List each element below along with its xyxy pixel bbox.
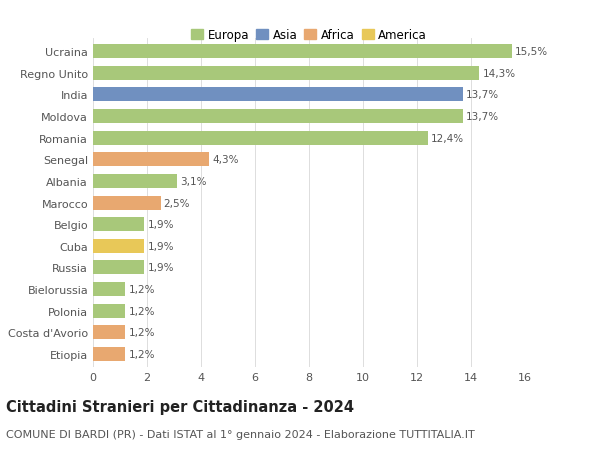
Text: 15,5%: 15,5% (515, 47, 548, 57)
Bar (93, 218, 145, 232)
Bar (93, 174, 176, 189)
Legend: Europa, Asia, Africa, America: Europa, Asia, Africa, America (187, 25, 431, 45)
Bar (93, 282, 125, 297)
Text: 1,9%: 1,9% (148, 263, 174, 273)
Bar (93, 304, 125, 318)
Bar (93, 88, 463, 102)
Bar (93, 131, 428, 146)
Text: COMUNE DI BARDI (PR) - Dati ISTAT al 1° gennaio 2024 - Elaborazione TUTTITALIA.I: COMUNE DI BARDI (PR) - Dati ISTAT al 1° … (6, 429, 475, 439)
Bar (93, 67, 479, 81)
Bar (93, 239, 145, 253)
Text: 12,4%: 12,4% (431, 134, 464, 143)
Bar (93, 153, 209, 167)
Text: 1,2%: 1,2% (128, 306, 155, 316)
Text: 1,2%: 1,2% (128, 285, 155, 295)
Text: 2,5%: 2,5% (164, 198, 190, 208)
Text: 13,7%: 13,7% (466, 90, 499, 100)
Bar (93, 196, 161, 210)
Text: 1,2%: 1,2% (128, 349, 155, 359)
Text: 13,7%: 13,7% (466, 112, 499, 122)
Text: 4,3%: 4,3% (212, 155, 239, 165)
Text: 1,9%: 1,9% (148, 241, 174, 251)
Bar (93, 347, 125, 361)
Text: 14,3%: 14,3% (482, 68, 515, 78)
Text: 3,1%: 3,1% (180, 177, 206, 186)
Text: 1,9%: 1,9% (148, 220, 174, 230)
Text: Cittadini Stranieri per Cittadinanza - 2024: Cittadini Stranieri per Cittadinanza - 2… (6, 399, 354, 414)
Bar (93, 45, 511, 59)
Text: 1,2%: 1,2% (128, 328, 155, 338)
Bar (93, 110, 463, 124)
Bar (93, 325, 125, 340)
Bar (93, 261, 145, 275)
